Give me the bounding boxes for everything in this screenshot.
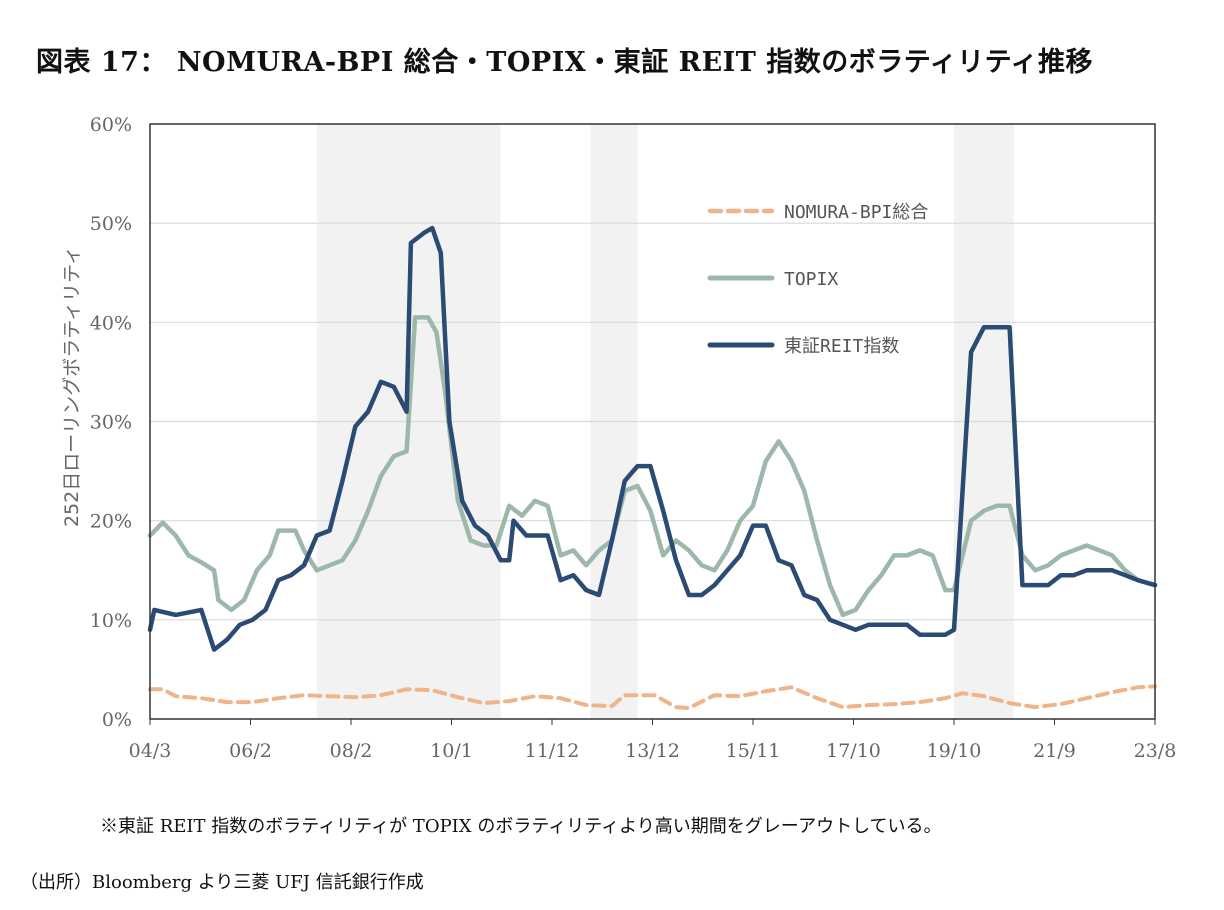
x-tick-labels: 04/3 06/2 08/2 10/1 11/12 13/12 15/11 17/10 19/1…	[129, 719, 1177, 762]
legend-label-2: TOPIX	[784, 269, 838, 290]
legend-label-3: 東証REIT指数	[784, 336, 899, 357]
x-tick-label: 06/2	[229, 740, 272, 762]
y-tick-label: 10%	[90, 610, 132, 632]
series-lines	[147, 225, 1158, 711]
x-tick-label: 11/12	[525, 740, 580, 762]
y-tick-labels: 0% 10% 20% 30% 40% 50% 60%	[90, 114, 132, 731]
series-line-3	[147, 225, 1158, 652]
y-tick-label: 50%	[90, 213, 132, 235]
x-tick-label: 15/11	[726, 740, 781, 762]
x-tick-label: 21/9	[1033, 740, 1076, 762]
y-tick-label: 30%	[90, 412, 132, 434]
legend-label-1: NOMURA-BPI総合	[784, 202, 928, 223]
y-tick-label: 60%	[90, 114, 132, 136]
x-tick-label: 04/3	[129, 740, 172, 762]
x-tick-label: 10/1	[430, 740, 473, 762]
series-line-1	[148, 684, 1157, 711]
x-tick-label: 17/10	[826, 740, 881, 762]
chart-title: 図表 17： NOMURA-BPI 総合・TOPIX・東証 REIT 指数のボラ…	[36, 47, 1094, 78]
footnote: ※東証 REIT 指数のボラティリティが TOPIX のボラティリティより高い期…	[100, 816, 942, 837]
volatility-chart: 0% 10% 20% 30% 40% 50% 60% 04/3 06/2 08/2 10/1 11/…	[61, 114, 1177, 762]
x-tick-label: 19/10	[927, 740, 982, 762]
y-axis-label: 252日ローリングボラティリティ	[61, 246, 83, 527]
x-tick-label: 23/8	[1134, 740, 1177, 762]
y-tick-label: 20%	[90, 511, 132, 533]
y-tick-label: 40%	[90, 312, 132, 334]
source-note: （出所）Bloomberg より三菱 UFJ 信託銀行作成	[20, 872, 424, 893]
x-tick-label: 13/12	[625, 740, 680, 762]
x-tick-label: 08/2	[330, 740, 373, 762]
y-tick-label: 0%	[102, 709, 132, 731]
legend: NOMURA-BPI総合 TOPIX 東証REIT指数	[707, 202, 928, 357]
